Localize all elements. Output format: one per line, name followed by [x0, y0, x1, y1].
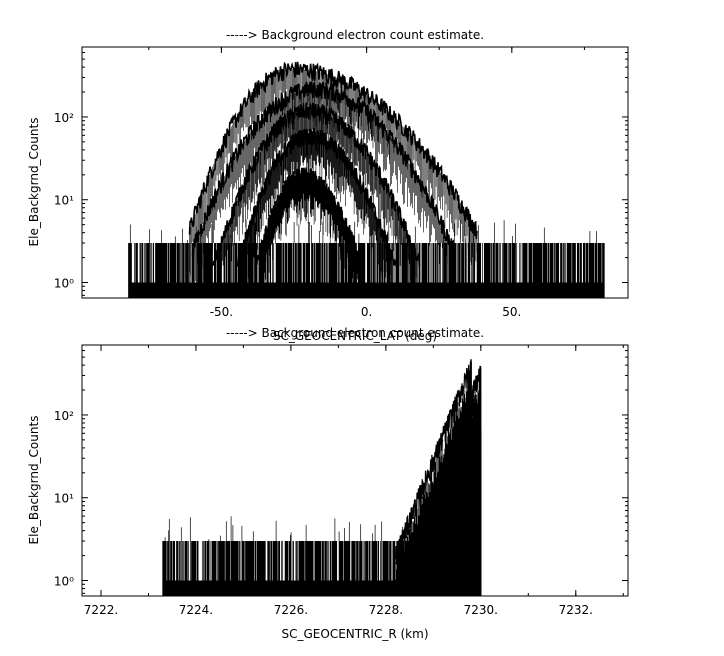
- series-3-spikes: [240, 135, 392, 291]
- x-tick-label: -50.: [210, 305, 233, 319]
- noise-floor: [128, 218, 605, 298]
- chart-title-bottom: -----> Background electron count estimat…: [226, 326, 484, 340]
- x-tick-label: 7226.: [274, 603, 308, 617]
- series-1: [191, 80, 455, 260]
- x-tick-label: 50.: [502, 305, 521, 319]
- x-axis-label-bottom: SC_GEOCENTRIC_R (km): [282, 627, 429, 641]
- chart-title-top: -----> Background electron count estimat…: [226, 28, 484, 42]
- y-tick-label: 10²: [54, 111, 74, 125]
- series-1-spikes: [192, 88, 454, 298]
- y-axis-label-bottom: Ele_Backgrnd_Counts: [27, 416, 41, 545]
- series-2: [413, 394, 477, 596]
- x-tick-label: 7222.: [84, 603, 118, 617]
- latitude-panel: -----> Background electron count estimat…: [27, 28, 629, 343]
- plot-frame-top: [81, 46, 629, 299]
- series-4-spikes: [259, 174, 359, 296]
- x-tick-label: 7224.: [179, 603, 213, 617]
- x-axis-label-top: SC_GEOCENTRIC_LAT (deg): [273, 329, 437, 343]
- y-tick-label: 10¹: [54, 194, 74, 208]
- series-1: [409, 365, 482, 596]
- radius-panel: -----> Background electron count estimat…: [27, 326, 629, 641]
- x-tick-label: 0.: [361, 305, 372, 319]
- plot-frame-bottom: [81, 344, 629, 597]
- y-tick-label: 10⁰: [54, 575, 74, 589]
- series-2-spikes: [217, 110, 417, 298]
- y-tick-label: 10¹: [54, 492, 74, 506]
- y-tick-label: 10⁰: [54, 277, 74, 291]
- latitude-data: [128, 61, 605, 298]
- x-tick-label: 7232.: [559, 603, 593, 617]
- x-tick-label: 7228.: [369, 603, 403, 617]
- series-3-spikes: [428, 437, 482, 596]
- x-tick-label: 7230.: [464, 603, 498, 617]
- series-0: [394, 359, 472, 596]
- y-axis-label-top: Ele_Backgrnd_Counts: [27, 118, 41, 247]
- latitude-ticks: -50. 0. 50. 10⁰ 10¹ 10²: [54, 46, 628, 319]
- radius-data: [162, 359, 482, 596]
- y-tick-label: 10²: [54, 409, 74, 423]
- radius-ticks: 7222. 7224. 7226. 7228. 7230. 7232. 10⁰ 10¹ 10²: [54, 344, 628, 617]
